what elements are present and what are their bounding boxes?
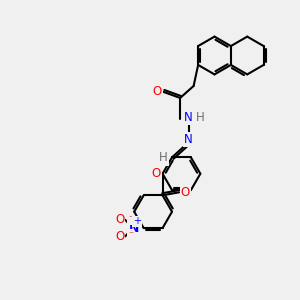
Text: O: O	[180, 186, 190, 199]
Text: O: O	[115, 213, 124, 226]
Text: ⁻: ⁻	[128, 230, 133, 240]
Text: O: O	[151, 167, 160, 180]
Text: N: N	[184, 111, 193, 124]
Text: N: N	[184, 111, 193, 124]
Text: +: +	[133, 217, 141, 226]
Text: ⁻: ⁻	[128, 215, 133, 225]
Text: N: N	[184, 133, 193, 146]
Text: N: N	[129, 222, 139, 235]
Text: N: N	[184, 133, 193, 146]
Text: H: H	[196, 111, 204, 124]
Text: O: O	[115, 230, 124, 243]
Text: H: H	[197, 111, 206, 124]
Text: H: H	[159, 151, 167, 164]
Text: H: H	[159, 152, 168, 165]
Text: O: O	[152, 85, 162, 98]
